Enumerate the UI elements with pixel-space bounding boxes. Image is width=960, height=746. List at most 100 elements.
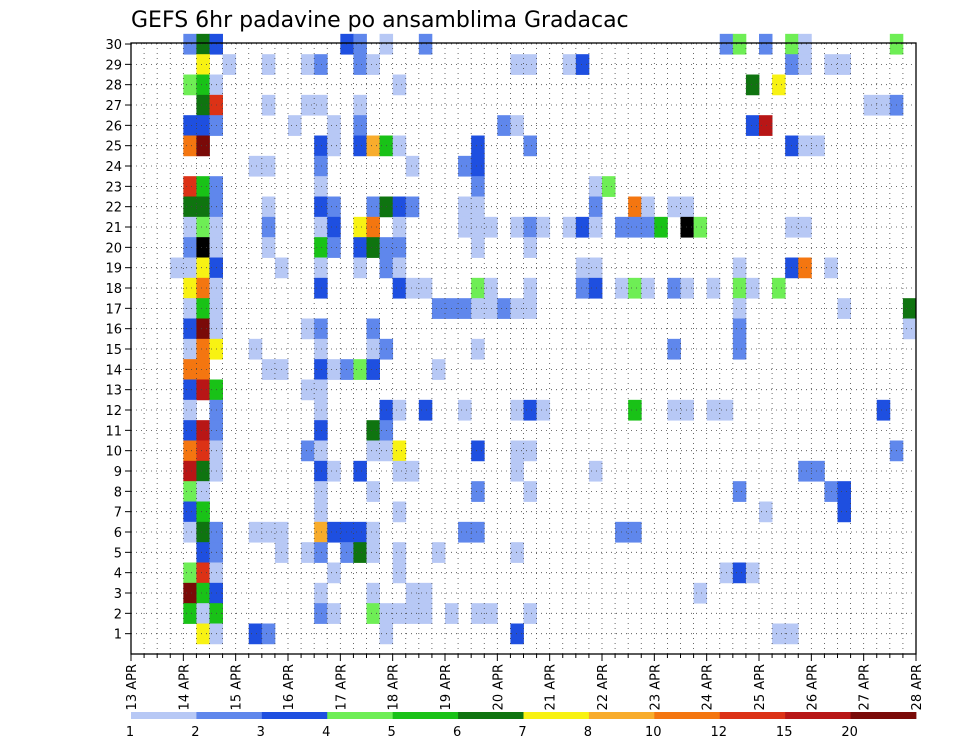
y-axis: 1234567891011121314151617181920212223242…	[105, 38, 131, 643]
heatmap-cell	[353, 521, 367, 543]
heatmap-cell	[876, 94, 891, 116]
heatmap-cell	[628, 216, 642, 238]
heatmap-cell	[732, 338, 747, 360]
heatmap-cell	[863, 94, 878, 116]
heatmap-cell	[353, 216, 367, 238]
heatmap-cell	[314, 379, 328, 401]
heatmap-cell	[183, 298, 197, 319]
heatmap-cell	[183, 481, 197, 502]
heatmap-cell	[759, 33, 773, 55]
heatmap-cell	[405, 196, 420, 218]
heatmap-cell	[314, 420, 328, 441]
heatmap-cell	[183, 460, 197, 482]
heatmap-cell	[261, 94, 276, 116]
x-tick-label: 17 APR	[334, 664, 349, 710]
heatmap-cell	[248, 521, 263, 543]
x-tick-label: 25 APR	[753, 664, 768, 710]
heatmap-cell	[327, 521, 341, 543]
heatmap-cell	[261, 237, 276, 258]
heatmap-cell	[183, 318, 197, 340]
colorbar-swatch	[785, 712, 851, 719]
heatmap-cell	[575, 277, 590, 299]
heatmap-cell	[523, 298, 537, 319]
heatmap-cell	[327, 196, 341, 218]
heatmap-cell	[510, 54, 524, 75]
y-tick-label: 15	[105, 343, 122, 358]
heatmap-cell	[588, 196, 603, 218]
heatmap-cell	[183, 582, 197, 604]
y-tick-label: 25	[105, 140, 122, 155]
heatmap-cell	[366, 338, 380, 360]
heatmap-cell	[458, 298, 472, 319]
colorbar-label: 2	[191, 725, 199, 740]
heatmap-cell	[314, 196, 328, 218]
heatmap-cell	[837, 298, 851, 319]
heatmap-cell	[523, 135, 537, 157]
heatmap-cell	[458, 155, 472, 177]
heatmap-cell	[588, 277, 603, 299]
heatmap-cell	[196, 542, 210, 563]
heatmap-cell	[392, 277, 407, 299]
heatmap-cell	[196, 237, 210, 258]
colorbar-swatch	[850, 712, 917, 719]
heatmap-cell	[536, 216, 551, 238]
heatmap-cell	[667, 338, 681, 360]
heatmap-cell	[471, 440, 485, 462]
heatmap-cell	[314, 155, 328, 177]
heatmap-cell	[183, 176, 197, 197]
heatmap-cell	[183, 237, 197, 258]
heatmap-cell	[706, 399, 721, 421]
heatmap-cell	[196, 338, 210, 360]
colorbar-swatch	[392, 712, 459, 719]
heatmap-cell	[366, 54, 380, 75]
heatmap-cell	[471, 338, 485, 360]
colorbar-swatch	[196, 712, 263, 719]
heatmap-cell	[405, 460, 420, 482]
heatmap-cell	[745, 115, 760, 136]
heatmap-cell	[497, 298, 511, 319]
colorbar-label: 3	[257, 725, 265, 740]
heatmap-cell	[196, 135, 210, 157]
heatmap-cell	[196, 115, 210, 136]
y-tick-label: 4	[114, 567, 122, 582]
heatmap-cell	[759, 115, 773, 136]
heatmap-cell	[641, 277, 655, 299]
y-tick-label: 16	[105, 323, 122, 338]
heatmap-cell	[902, 318, 917, 340]
x-tick-label: 24 APR	[701, 664, 716, 710]
heatmap-cell	[392, 257, 407, 279]
heatmap-cell	[353, 135, 367, 157]
heatmap-cell	[314, 135, 328, 157]
x-tick-label: 23 APR	[648, 664, 663, 710]
heatmap-cell	[353, 359, 367, 380]
colorbar-label: 15	[776, 725, 793, 740]
heatmap-cell	[340, 521, 354, 543]
heatmap-cell	[327, 562, 341, 584]
heatmap-cell	[510, 460, 524, 482]
y-tick-label: 3	[114, 587, 122, 602]
heatmap-cell	[497, 115, 511, 136]
heatmap-cell	[562, 216, 577, 238]
heatmap-cell	[588, 216, 603, 238]
heatmap-cell	[392, 460, 407, 482]
heatmap-cell	[327, 135, 341, 157]
heatmap-cell	[183, 277, 197, 299]
x-tick-label: 22 APR	[596, 664, 611, 710]
heatmap-cell	[288, 115, 302, 136]
heatmap-cell	[693, 582, 708, 604]
heatmap-cell	[418, 399, 433, 421]
heatmap-cell	[431, 298, 446, 319]
heatmap-cell	[314, 216, 328, 238]
heatmap-cell	[732, 298, 747, 319]
colorbar-swatch	[327, 712, 394, 719]
heatmap-cell	[327, 237, 341, 258]
heatmap-cell	[759, 501, 773, 523]
heatmap-cell	[418, 603, 433, 624]
grid-lines	[131, 43, 916, 654]
heatmap-cell	[641, 216, 655, 238]
heatmap-cell	[510, 115, 524, 136]
heatmap-cell	[327, 359, 341, 380]
heatmap-cell	[314, 582, 328, 604]
heatmap-cell	[314, 460, 328, 482]
